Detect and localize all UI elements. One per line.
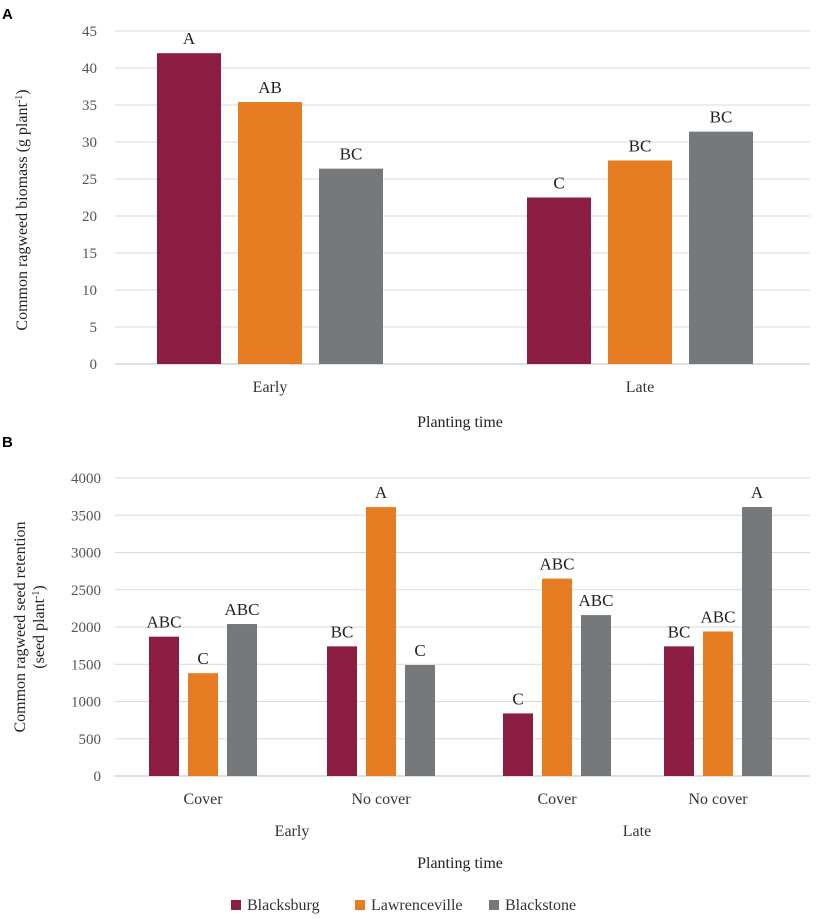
category-label: Cover (537, 791, 577, 808)
legend-label-blacksburg: Blacksburg (247, 897, 320, 914)
bar-lawrenceville-cover (188, 673, 218, 776)
bar-blacksburg-no-cover (664, 646, 694, 776)
significance-label: BC (340, 145, 363, 164)
group-label-early: Early (275, 823, 310, 840)
bar-blacksburg-no-cover (327, 646, 357, 776)
significance-label: C (197, 649, 208, 668)
bar-lawrenceville-no-cover (366, 507, 396, 776)
category-label: No cover (351, 791, 411, 808)
significance-label: C (553, 174, 564, 193)
category-label: Late (626, 379, 654, 396)
y-tick-label: 20 (82, 209, 97, 225)
legend-label-lawrenceville: Lawrenceville (371, 897, 463, 914)
y-tick-label: 3500 (71, 508, 101, 524)
significance-label: BC (710, 108, 733, 127)
y-tick-label: 25 (82, 172, 97, 188)
panel-a-chart: A 0 5 10 15 20 25 30 35 40 45 A AB BC C BC BC Early Lat… (2, 6, 810, 431)
group-label-late: Late (623, 823, 651, 840)
y-tick-label: 35 (82, 98, 97, 114)
category-label: Cover (183, 791, 223, 808)
panel-b-y-ticks: 0 500 1000 1500 2000 2500 3000 3500 4000 (71, 471, 101, 785)
y-tick-label: 0 (94, 769, 102, 785)
panel-b-y-axis-title-line1: Common ragweed seed retention (12, 521, 29, 732)
y-tick-label: 15 (82, 246, 97, 262)
panel-a-bars (157, 53, 753, 364)
significance-label: ABC (147, 613, 182, 632)
y-tick-label: 1000 (71, 695, 101, 711)
legend-swatch-lawrenceville (355, 900, 365, 910)
bar-lawrenceville-late (608, 160, 672, 364)
significance-label: C (414, 641, 425, 660)
y-tick-label: 0 (90, 357, 98, 373)
y-tick-label: 40 (82, 61, 97, 77)
panel-a-x-axis-title: Planting time (417, 414, 503, 431)
significance-label: A (751, 483, 764, 502)
category-label: Early (253, 379, 288, 396)
panel-b-groups: Early Late (275, 823, 652, 840)
legend-swatch-blackstone (489, 900, 499, 910)
panel-b-bars (149, 507, 772, 776)
y-tick-label: 3000 (71, 546, 101, 562)
panel-a-label: A (2, 6, 13, 23)
bar-blacksburg-cover (149, 636, 179, 776)
significance-label: ABC (540, 555, 575, 574)
bar-blacksburg-cover (503, 713, 533, 776)
y-tick-label: 45 (82, 24, 97, 40)
bar-blackstone-no-cover (742, 507, 772, 776)
panel-a-y-ticks: 0 5 10 15 20 25 30 35 40 45 (82, 24, 97, 373)
significance-label: A (183, 29, 196, 48)
panel-a-significance-labels: A AB BC C BC BC (183, 29, 732, 192)
y-tick-label: 2000 (71, 620, 101, 636)
bar-blackstone-cover (581, 615, 611, 776)
category-label: No cover (688, 791, 748, 808)
significance-label: BC (629, 137, 652, 156)
y-tick-label: 5 (90, 320, 98, 336)
panel-a-categories: Early Late (253, 379, 655, 396)
panel-a-y-axis-title: Common ragweed biomass (g plant-1) (14, 89, 32, 330)
legend-label-blackstone: Blackstone (505, 897, 576, 914)
significance-label: ABC (701, 607, 736, 626)
legend-swatch-blacksburg (231, 900, 241, 910)
bar-blacksburg-early (157, 53, 221, 364)
panel-b-categories: Cover No cover Cover No cover (183, 791, 748, 808)
bar-blackstone-late (689, 131, 753, 364)
bar-blacksburg-late (527, 197, 591, 364)
significance-label: ABC (579, 591, 614, 610)
panel-b-x-axis-title: Planting time (417, 855, 503, 872)
panel-b-label: B (2, 434, 13, 451)
bar-blackstone-early (319, 168, 383, 364)
significance-label: BC (331, 622, 354, 641)
bar-lawrenceville-cover (542, 578, 572, 776)
significance-label: BC (668, 622, 691, 641)
bar-blackstone-cover (227, 624, 257, 776)
y-tick-label: 30 (82, 135, 97, 151)
bar-lawrenceville-no-cover (703, 631, 733, 776)
significance-label: C (512, 689, 523, 708)
bar-blackstone-no-cover (405, 664, 435, 776)
bar-lawrenceville-early (238, 102, 302, 364)
y-tick-label: 4000 (71, 471, 101, 487)
significance-label: ABC (225, 600, 260, 619)
significance-label: A (375, 483, 388, 502)
panel-b-y-axis-title-line2: (seed plant-1) (31, 585, 49, 668)
y-tick-label: 2500 (71, 583, 101, 599)
significance-label: AB (258, 78, 282, 97)
y-tick-label: 500 (79, 732, 102, 748)
y-tick-label: 10 (82, 283, 97, 299)
y-tick-label: 1500 (71, 657, 101, 673)
legend: Blacksburg Lawrenceville Blackstone (231, 897, 576, 914)
panel-a-gridlines (115, 30, 810, 365)
